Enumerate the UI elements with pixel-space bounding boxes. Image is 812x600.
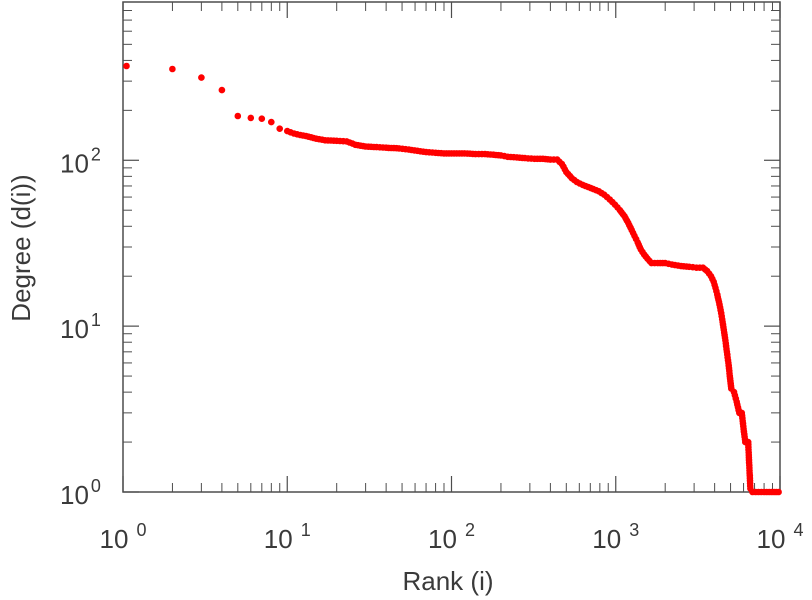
x-tick-base: 10 — [264, 524, 293, 554]
data-points — [123, 62, 782, 496]
x-tick-exponent: 4 — [793, 520, 803, 540]
plot-frame — [122, 1, 781, 493]
x-tick-label: 10 3 — [592, 520, 639, 554]
data-point — [775, 488, 782, 496]
x-tick-exponent: 1 — [301, 520, 311, 540]
y-tick-label: 10 0 — [60, 476, 101, 510]
x-tick-base: 10 — [757, 524, 786, 554]
y-tick-exponent: 0 — [91, 476, 101, 496]
y-tick-base: 10 — [60, 148, 89, 178]
y-tick-base: 10 — [60, 480, 89, 510]
x-tick-base: 10 — [592, 524, 621, 554]
x-tick-label: 10 0 — [100, 520, 147, 554]
x-tick-label: 10 4 — [757, 520, 804, 554]
x-axis-label: Rank (i) — [402, 566, 493, 596]
data-point — [198, 74, 205, 81]
x-tick-base: 10 — [428, 524, 457, 554]
data-point — [169, 65, 176, 73]
x-tick-labels: 10 0 10 1 10 2 10 3 10 4 — [100, 520, 804, 554]
data-point — [258, 115, 266, 122]
data-point — [247, 114, 255, 122]
major-ticks — [122, 2, 781, 493]
y-tick-exponent: 2 — [91, 144, 101, 164]
x-tick-exponent: 0 — [136, 520, 146, 540]
data-point — [276, 125, 284, 132]
y-tick-exponent: 1 — [91, 310, 101, 330]
x-tick-label: 10 1 — [264, 520, 311, 554]
data-point — [123, 62, 130, 70]
x-tick-exponent: 3 — [629, 520, 639, 540]
y-axis-label: Degree (d(i)) — [6, 174, 36, 321]
y-tick-base: 10 — [60, 314, 89, 344]
x-tick-label: 10 2 — [428, 520, 475, 554]
data-point — [218, 86, 226, 94]
data-point — [268, 118, 275, 126]
data-point — [234, 112, 242, 120]
y-tick-label: 10 2 — [60, 144, 101, 178]
y-tick-label: 10 1 — [60, 310, 101, 344]
x-tick-exponent: 2 — [465, 520, 475, 540]
minor-ticks — [123, 1, 780, 492]
x-tick-base: 10 — [100, 524, 129, 554]
